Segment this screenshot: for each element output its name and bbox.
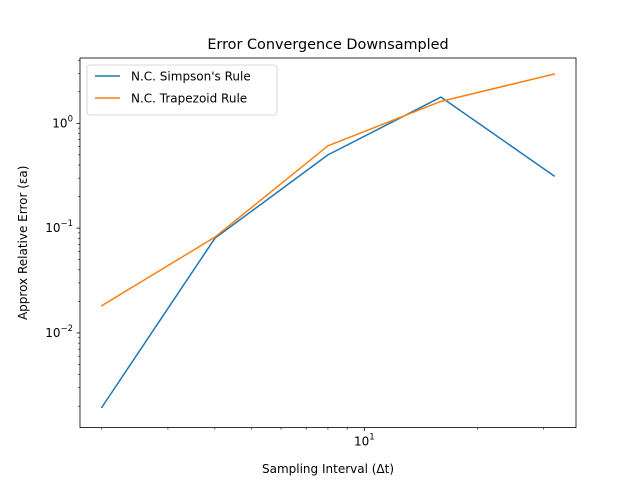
y-axis: 10−2 10−1 100 <box>45 59 80 407</box>
y-tick-label: 100 <box>52 114 73 130</box>
x-tick-label: 101 <box>354 433 375 449</box>
series-line-1 <box>100 96 556 409</box>
plot-area <box>100 73 556 409</box>
series-line-2 <box>100 73 555 307</box>
chart-title: Error Convergence Downsampled <box>207 37 448 53</box>
y-tick-label: 10−2 <box>45 324 73 340</box>
y-tick-label: 10−1 <box>45 219 73 235</box>
legend-label-1: N.C. Simpson's Rule <box>131 70 251 84</box>
legend-label-2: N.C. Trapezoid Rule <box>131 92 247 106</box>
legend-box <box>86 64 278 116</box>
x-axis-label: Sampling Interval (Δt) <box>262 462 394 476</box>
y-axis-label: Approx Relative Error (εa) <box>16 166 30 320</box>
legend: N.C. Simpson's Rule N.C. Trapezoid Rule <box>86 64 278 116</box>
x-axis: 101 <box>101 427 544 449</box>
